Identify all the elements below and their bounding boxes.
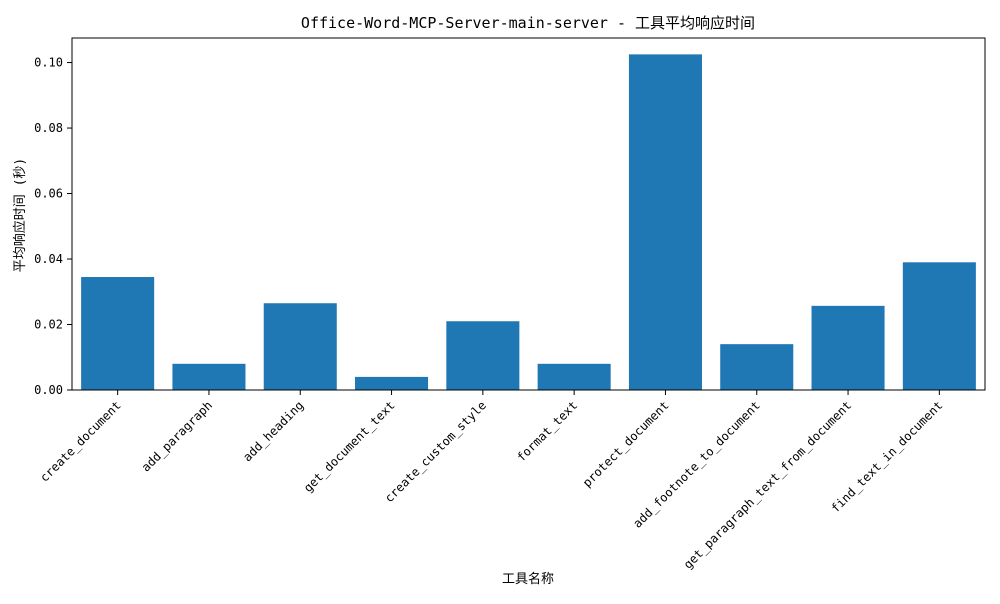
bar-create-custom-style [446,321,520,390]
y-tick-label: 0.04 [34,252,63,266]
x-tick-label: protect_document [580,398,672,490]
chart-title: Office-Word-MCP-Server-main-server - 工具平… [301,14,755,32]
bar-protect-document [628,54,702,391]
x-tick-label: create_document [37,398,124,485]
y-axis-title: 平均响应时间 (秒) [12,158,28,272]
bar-format-text [537,363,611,390]
x-tick-label: format_text [514,398,580,464]
x-tick-label: get_paragraph_text_from_document [681,398,854,571]
y-tick-label: 0.10 [34,56,63,70]
bar-find-text-in-document [902,262,976,390]
x-axis-title: 工具名称 [502,571,554,587]
y-tick-label: 0.02 [34,318,63,332]
y-tick-label: 0.08 [34,121,63,135]
y-tick-label: 0.00 [34,383,63,397]
x-tick-label: add_paragraph [139,398,215,474]
y-tick-label: 0.06 [34,187,63,201]
bar-create-document [81,277,155,390]
bar-add-footnote-to-document [720,344,794,390]
bar-add-paragraph [172,363,246,390]
x-tick-label: create_custom_style [382,398,489,505]
plot-frame [71,37,986,391]
bar-get-document-text [355,376,429,390]
bar-add-heading [263,303,337,390]
x-tick-label: add_heading [240,398,306,464]
x-tick-label: get_document_text [301,398,398,495]
bar-get-paragraph-text-from-document [811,305,885,390]
